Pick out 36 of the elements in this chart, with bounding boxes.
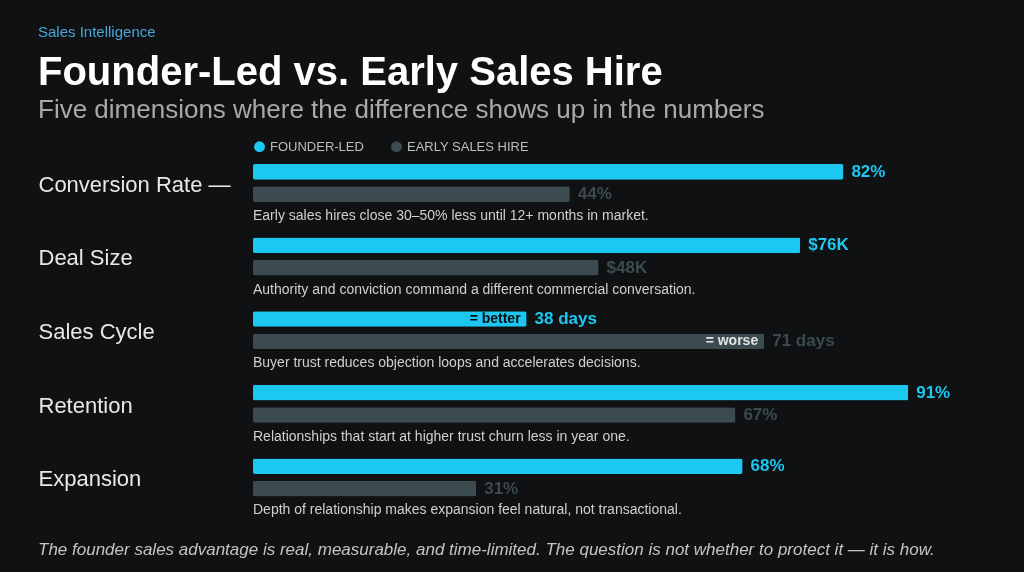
data-label: 91% [916, 382, 951, 402]
data-label: $76K [808, 235, 850, 255]
bar [253, 186, 570, 202]
bar [253, 480, 477, 497]
annotation: = better [469, 310, 522, 327]
annotation: Authority and conviction command a different commercial conversation. [253, 280, 696, 297]
y-tick-label: Deal Size [38, 245, 133, 271]
annotation: Early sales hires close 30–50% less until 12+ months in market. [253, 206, 649, 223]
text: Sales Intelligence [38, 23, 156, 40]
y-tick-label: Expansion [38, 466, 142, 492]
bar [253, 237, 801, 254]
bar [253, 333, 765, 350]
annotation: Depth of relationship makes expansion feel natural, not transactional. [253, 501, 682, 518]
data-label: 44% [577, 184, 612, 204]
y-tick-label: Retention [38, 392, 133, 418]
bar [253, 458, 743, 475]
legend-label: FOUNDER-LED [270, 138, 364, 154]
data-label: 82% [851, 161, 886, 181]
annotation: Buyer trust reduces objection loops and accelerates decisions. [253, 354, 641, 371]
annotation: = worse [705, 332, 759, 349]
bar [253, 164, 844, 180]
data-label: 68% [750, 456, 785, 476]
data-label: 67% [743, 404, 778, 424]
bar [253, 384, 909, 401]
data-label: $48K [606, 257, 648, 277]
y-tick-label: Sales Cycle [38, 319, 155, 344]
bar [253, 259, 599, 276]
text: The founder sales advantage is real, measurable, and time-limited. The question is not whether to protect it — it is how. [38, 540, 935, 559]
legend-label: EARLY SALES HIRE [407, 138, 529, 154]
chart-subtitle: Five dimensions where the difference shows up in the numbers [38, 94, 765, 124]
chart-title: Founder-Led vs. Early Sales Hire [38, 49, 663, 93]
data-label: 38 days [534, 309, 597, 329]
data-label: 31% [484, 478, 519, 498]
data-label: 71 days [772, 331, 835, 351]
y-tick-label: Conversion Rate — [38, 171, 231, 197]
annotation: Relationships that start at higher trust churn less in year one. [253, 427, 630, 444]
